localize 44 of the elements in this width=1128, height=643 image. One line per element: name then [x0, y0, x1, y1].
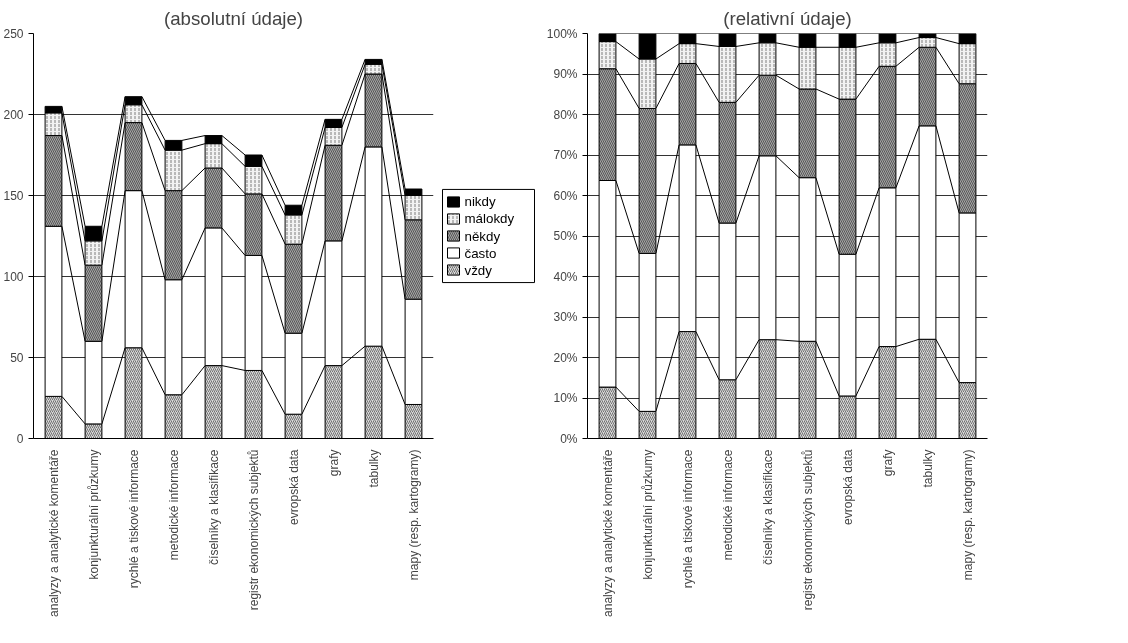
y-tick-label: 100: [3, 270, 24, 284]
x-tick-label: konjunkturální průzkumy: [640, 449, 655, 580]
x-tick-label: mapy (resp. kartogramy): [960, 449, 975, 581]
x-tick-label: evropská data: [286, 449, 301, 525]
y-tick-label: 50%: [553, 229, 578, 243]
y-tick-label: 60%: [553, 188, 578, 203]
legend-label: často: [464, 245, 497, 261]
x-tick-label: tabulky: [920, 449, 935, 488]
legend-label: nikdy: [464, 194, 496, 210]
x-tick-label: grafy: [326, 449, 341, 477]
y-tick-label: 30%: [553, 310, 578, 324]
y-tick-label: 100%: [546, 26, 578, 41]
y-tick-label: 150: [3, 189, 24, 203]
y-tick-label: 250: [3, 27, 24, 41]
y-tick-label: 200: [3, 108, 24, 122]
y-tick-label: 0: [16, 432, 24, 446]
y-tick-label: 50: [10, 351, 24, 365]
y-tick-label: 70%: [553, 148, 578, 162]
y-tick-label: 20%: [553, 350, 578, 365]
x-tick-label: registr ekonomických subjektů: [246, 449, 261, 611]
x-tick-label: konjunkturální průzkumy: [86, 449, 101, 580]
x-tick-label: analyzy a analytické komentáře: [46, 449, 61, 617]
x-tick-label: číselníky a klasifikace: [760, 449, 775, 565]
x-tick-label: číselníky a klasifikace: [206, 449, 221, 565]
x-tick-label: mapy (resp. kartogramy): [406, 449, 421, 581]
legend-label: málokdy: [464, 211, 515, 227]
legend-label: vždy: [464, 262, 493, 278]
legend-label: někdy: [464, 228, 501, 244]
x-tick-label: registr ekonomických subjektů: [800, 449, 815, 611]
x-tick-label: tabulky: [366, 449, 381, 488]
x-tick-label: evropská data: [840, 449, 855, 525]
x-tick-label: rychlé a tiskové informace: [680, 449, 695, 589]
x-tick-label: rychlé a tiskové informace: [126, 449, 141, 589]
y-tick-label: 0%: [560, 431, 578, 446]
chart-title: (relativní údaje): [723, 7, 852, 29]
y-tick-label: 90%: [553, 67, 578, 81]
x-tick-label: metodické informace: [166, 449, 181, 561]
y-tick-label: 80%: [553, 107, 578, 122]
y-tick-label: 10%: [553, 391, 578, 405]
y-tick-label: 40%: [553, 269, 578, 284]
x-tick-label: grafy: [880, 449, 895, 477]
x-tick-label: analyzy a analytické komentáře: [600, 449, 615, 617]
chart-title: (absolutní údaje): [164, 7, 303, 29]
x-tick-label: metodické informace: [720, 449, 735, 561]
